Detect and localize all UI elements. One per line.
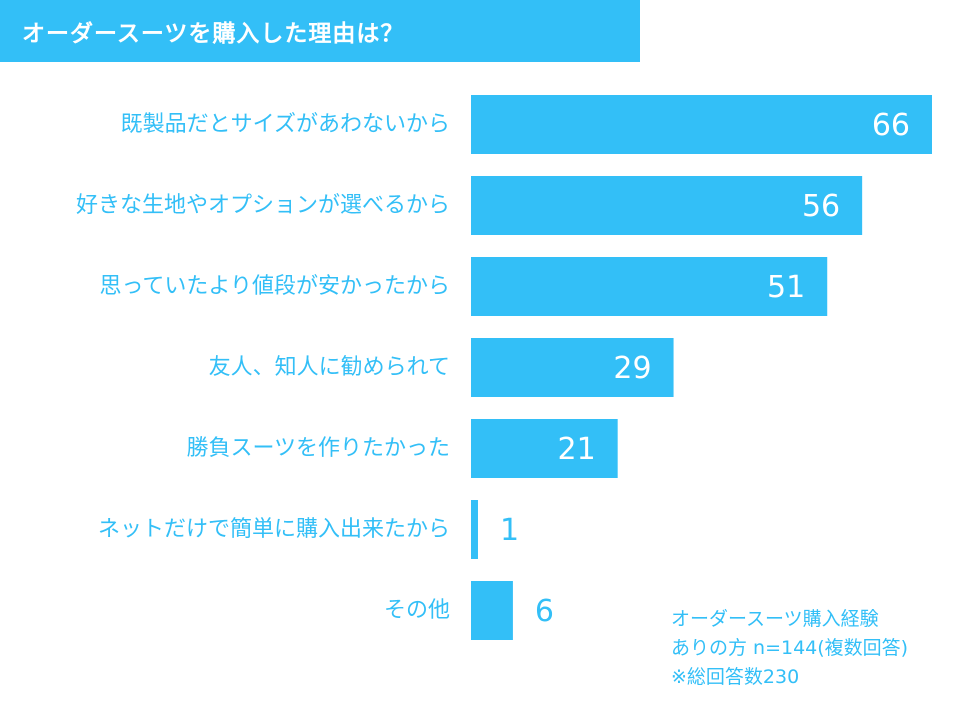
bar-3 xyxy=(471,257,828,316)
value-label-1: 66 xyxy=(872,108,910,143)
value-label-5: 21 xyxy=(557,432,595,467)
value-label-3: 51 xyxy=(767,270,805,305)
bar-2 xyxy=(471,176,863,235)
category-label-7: その他 xyxy=(384,598,450,623)
value-label-7: 6 xyxy=(535,594,554,629)
note-line-1: オーダースーツ購入経験 xyxy=(671,608,879,630)
value-label-6: 1 xyxy=(500,513,519,548)
title-bar: オーダースーツを購入した理由は？ xyxy=(0,0,640,62)
bar-1 xyxy=(471,95,932,154)
category-label-6: ネットだけで簡単に購入出来たから xyxy=(98,517,450,542)
bar-5 xyxy=(471,419,618,478)
bar-7 xyxy=(471,581,513,640)
chart-title: オーダースーツを購入した理由は？ xyxy=(22,21,405,47)
category-label-1: 既製品だとサイズがあわないから xyxy=(121,112,450,137)
note-line-3: ※総回答数230 xyxy=(671,666,800,688)
bar-6 xyxy=(471,500,478,559)
value-label-2: 56 xyxy=(802,189,840,224)
value-label-4: 29 xyxy=(613,351,651,386)
sample-note: オーダースーツ購入経験 ありの方 n=144(複数回答) ※総回答数230 xyxy=(671,605,908,692)
category-label-4: 友人、知人に勧められて xyxy=(209,355,450,380)
category-label-2: 好きな生地やオプションが選べるから xyxy=(76,193,450,218)
category-label-5: 勝負スーツを作りたかった xyxy=(186,436,450,461)
category-label-3: 思っていたより値段が安かったから xyxy=(100,274,450,299)
bar-4 xyxy=(471,338,674,397)
note-line-2: ありの方 n=144(複数回答) xyxy=(671,637,909,659)
